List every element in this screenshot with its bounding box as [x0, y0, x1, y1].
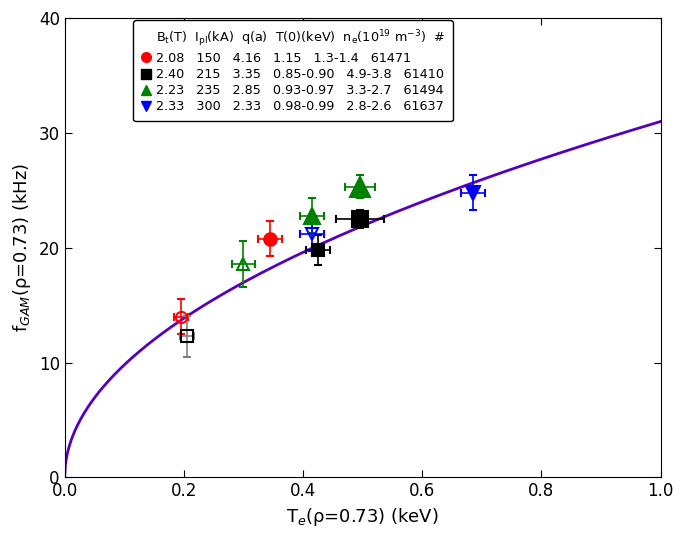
X-axis label: T$_e$(ρ=0.73) (keV): T$_e$(ρ=0.73) (keV): [286, 506, 439, 528]
Y-axis label: f$_{GAM}$(ρ=0.73) (kHz): f$_{GAM}$(ρ=0.73) (kHz): [11, 163, 33, 333]
Legend: $\mathregular{B_t}$(T)  $\mathregular{I_{pl}}$(kA)  q(a)  T(0)(keV)  $\mathregul: $\mathregular{B_t}$(T) $\mathregular{I_{…: [133, 20, 453, 121]
